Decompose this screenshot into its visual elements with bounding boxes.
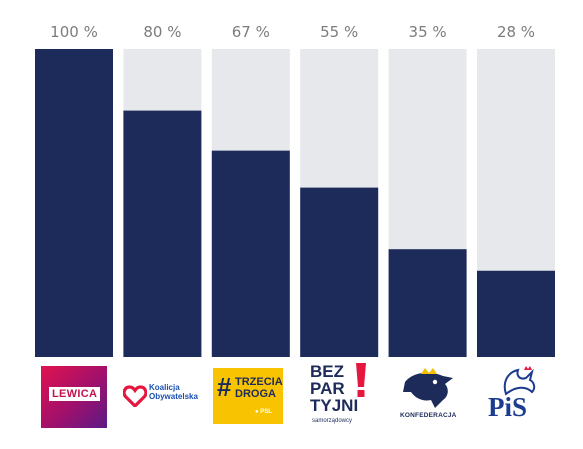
eagle-icon xyxy=(503,366,536,396)
bar-value-label: 80 % xyxy=(143,23,181,41)
td-logo-line2: DROGA xyxy=(235,388,276,400)
logo-trzecia-droga: # TRZECIA DROGA ● PSL xyxy=(210,366,283,428)
bar-value-label: 35 % xyxy=(409,23,447,41)
logo-pis: PiS xyxy=(480,366,552,428)
ko-logo-line1: Koalicja xyxy=(149,383,180,392)
exclamation-icon xyxy=(356,363,366,397)
bar-value-label: 67 % xyxy=(232,23,270,41)
ko-logo-text: Koalicja Obywatelska xyxy=(149,383,198,401)
ko-logo-line2: Obywatelska xyxy=(149,392,198,401)
kf-logo-text: KONFEDERACJA xyxy=(400,412,457,419)
bar-value-label: 55 % xyxy=(320,23,358,41)
bar xyxy=(123,110,202,357)
bar xyxy=(300,187,379,357)
logo-bezpartyjni: BEZ PAR TYJNI samorządowcy xyxy=(300,363,372,428)
td-logo-text: TRZECIA DROGA xyxy=(235,376,283,400)
bar-value-label: 28 % xyxy=(497,23,535,41)
bp-logo-sub: samorządowcy xyxy=(312,418,353,424)
td-logo-line1: TRZECIA xyxy=(235,376,283,388)
td-hash: # xyxy=(217,372,232,402)
bar xyxy=(388,249,467,357)
logo-koalicja-obywatelska: Koalicja Obywatelska xyxy=(123,366,198,428)
eagle-icon xyxy=(403,368,453,408)
lewica-logo-text: LEWICA xyxy=(49,387,101,401)
bp-logo-line1: BEZ xyxy=(310,362,344,381)
bp-logo-line3: TYJNI xyxy=(310,396,359,415)
trzecia-droga-logo-box: # TRZECIA DROGA ● PSL xyxy=(213,368,283,424)
logo-lewica: LEWICA xyxy=(35,366,107,428)
heart-icon xyxy=(123,385,147,407)
bar xyxy=(211,150,290,357)
bar-chart: 100 % 80 % 67 % 55 % 35 % 28 % xyxy=(35,23,555,357)
td-psl: ● PSL xyxy=(255,409,272,415)
bp-logo-text: BEZ PAR TYJNI xyxy=(310,363,358,414)
bar xyxy=(35,49,113,357)
logo-konfederacja: KONFEDERACJA xyxy=(393,366,465,428)
bar xyxy=(477,270,555,357)
bp-logo-line2: PAR xyxy=(310,379,345,398)
lewica-logo-box: LEWICA xyxy=(41,366,107,428)
pis-logo-text: PiS xyxy=(488,392,528,422)
bar-value-label: 100 % xyxy=(50,23,98,41)
